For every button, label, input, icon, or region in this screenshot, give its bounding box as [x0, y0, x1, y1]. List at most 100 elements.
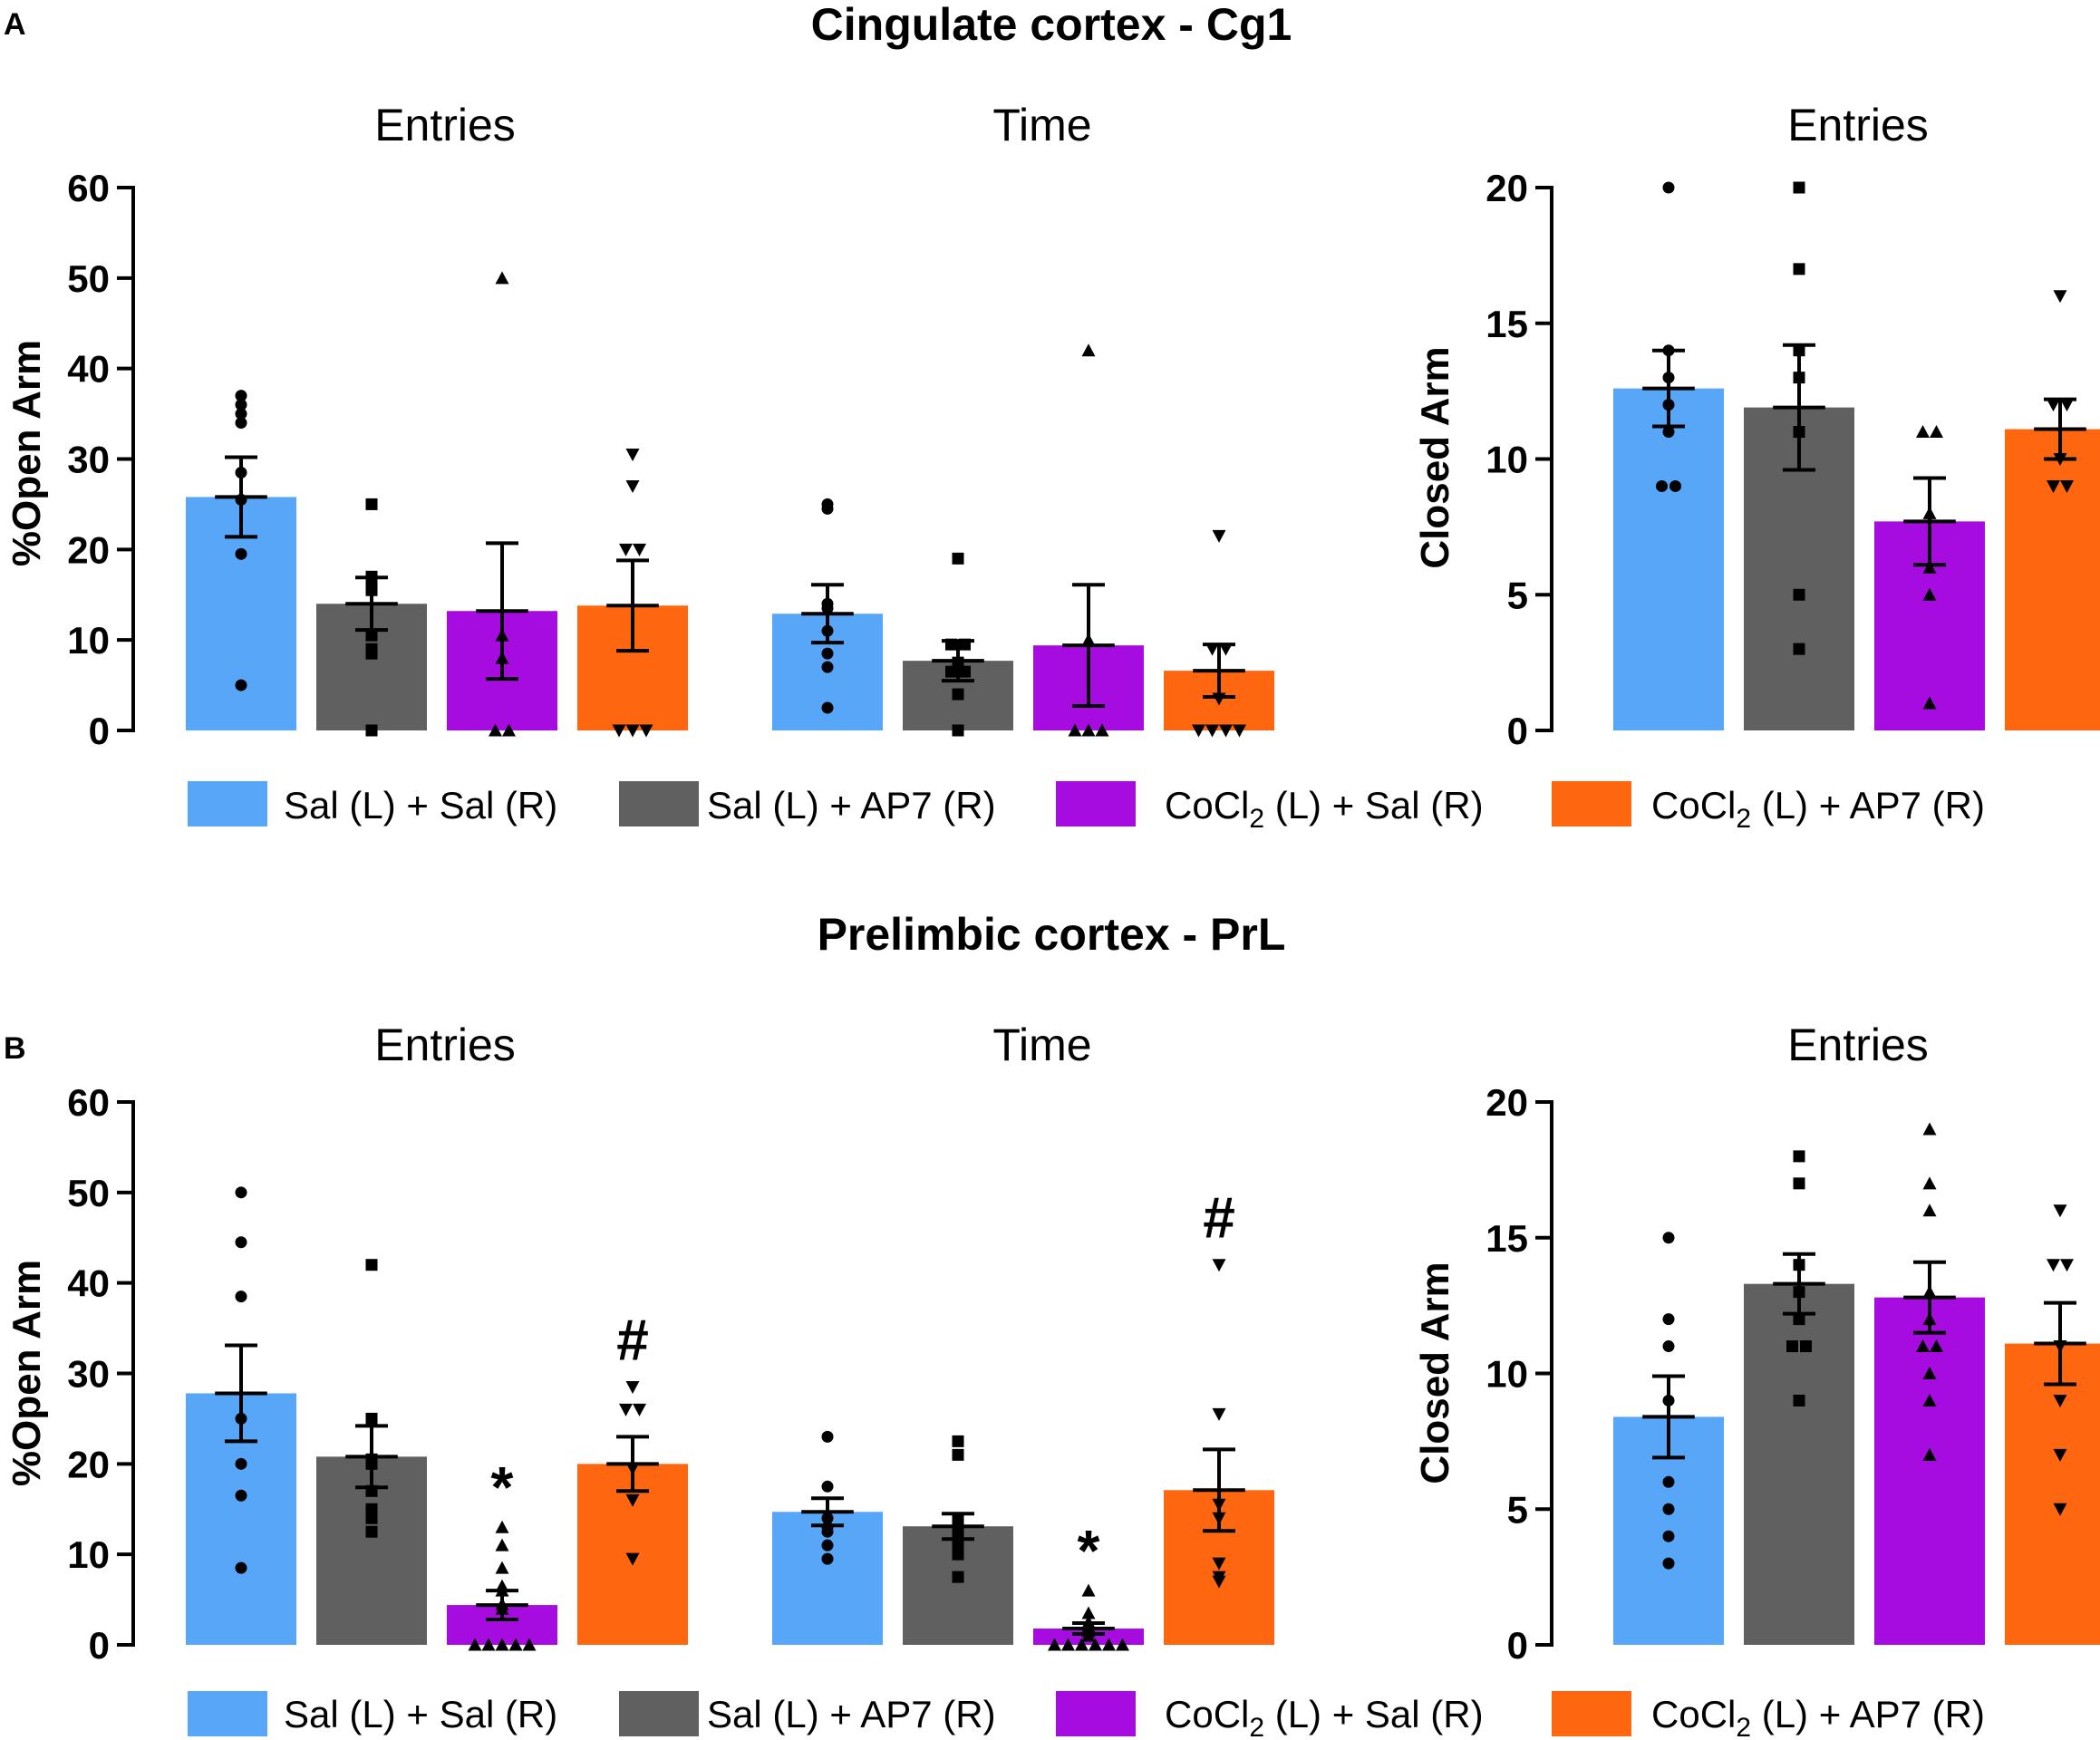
data-point-cocl-sal — [502, 723, 516, 737]
data-point-sal-sal — [821, 602, 834, 614]
data-point-cocl-sal — [1089, 1638, 1102, 1651]
data-point-sal-ap7 — [1793, 344, 1805, 357]
chart-a-closed-arm-entries: 0 5 10 15 20 — [1485, 167, 2100, 752]
chart-b1-title: Entries — [374, 1020, 516, 1070]
data-point-sal-sal — [235, 399, 247, 411]
data-point-sal-ap7 — [959, 665, 971, 678]
data-point-sal-ap7 — [1793, 1150, 1805, 1163]
legend-b-swatch-cocl-ap7 — [1552, 1691, 1631, 1736]
data-point-cocl-ap7 — [2053, 1340, 2067, 1354]
data-point-cocl-ap7 — [633, 543, 646, 556]
data-point-sal-ap7 — [952, 1571, 964, 1583]
data-point-cocl-sal — [495, 651, 509, 664]
data-point-cocl-ap7 — [1192, 724, 1205, 738]
panel-b-closed-ylabel: Closed Arm — [1413, 1262, 1457, 1484]
data-point-cocl-ap7 — [1219, 643, 1233, 656]
data-point-sal-sal — [1662, 1475, 1675, 1488]
data-point-sal-sal — [821, 624, 834, 637]
data-point-cocl-ap7 — [625, 724, 640, 738]
data-point-cocl-sal — [489, 723, 502, 737]
data-point-cocl-ap7 — [2053, 290, 2067, 304]
y-tick-label: 60 — [67, 1081, 110, 1124]
data-point-cocl-sal — [1081, 1583, 1096, 1597]
data-point-sal-ap7 — [945, 665, 957, 678]
bar-sal-ap7 — [1744, 1283, 1854, 1645]
data-point-cocl-sal — [495, 1538, 509, 1552]
data-point-cocl-ap7 — [2047, 479, 2060, 493]
y-tick-label: 10 — [67, 1533, 110, 1576]
data-point-cocl-ap7 — [619, 1403, 633, 1416]
data-point-cocl-sal — [1081, 343, 1096, 357]
data-point-sal-ap7 — [1793, 426, 1805, 439]
data-point-sal-ap7 — [365, 1412, 378, 1425]
legend-a-swatch-sal-sal — [188, 781, 267, 826]
data-point-cocl-sal — [1922, 587, 1937, 601]
bar-cocl-ap7 — [2005, 429, 2100, 730]
data-point-cocl-ap7 — [1212, 692, 1226, 706]
data-point-sal-ap7 — [365, 498, 378, 510]
data-point-sal-sal — [235, 417, 247, 430]
y-tick-label: 50 — [67, 257, 110, 300]
data-point-cocl-sal — [495, 1638, 509, 1651]
data-point-sal-sal — [1662, 181, 1675, 194]
data-point-sal-sal — [1669, 479, 1681, 492]
data-point-sal-sal — [1662, 1232, 1675, 1244]
data-point-cocl-ap7 — [2060, 479, 2074, 493]
data-point-sal-sal — [821, 1552, 834, 1565]
data-point-cocl-sal — [1081, 723, 1096, 737]
data-point-cocl-sal — [1916, 1339, 1930, 1353]
data-point-sal-ap7 — [959, 638, 971, 651]
data-point-sal-ap7 — [1793, 181, 1805, 194]
chart-a3-title: Entries — [1787, 100, 1929, 150]
y-tick-label: 30 — [67, 439, 110, 481]
significance-asterisk: * — [491, 1455, 514, 1520]
data-point-sal-sal — [821, 1539, 834, 1552]
data-point-sal-sal — [235, 547, 247, 560]
significance-hash: # — [1203, 1185, 1235, 1251]
y-tick-label: 20 — [67, 1443, 110, 1485]
data-point-sal-ap7 — [365, 1512, 378, 1524]
data-point-sal-ap7 — [365, 1525, 378, 1538]
data-point-sal-sal — [1662, 1503, 1675, 1515]
data-point-cocl-ap7 — [2060, 399, 2074, 412]
data-point-sal-ap7 — [952, 1448, 964, 1461]
data-point-cocl-sal — [495, 1601, 509, 1615]
data-point-sal-sal — [235, 466, 247, 478]
chart-b3-title: Entries — [1787, 1020, 1929, 1070]
data-point-cocl-sal — [1081, 633, 1096, 646]
chart-b-open-arm-time: *# — [772, 1185, 1274, 1651]
data-point-cocl-sal — [1922, 1204, 1937, 1217]
data-point-cocl-sal — [495, 271, 509, 285]
legend-b: Sal (L) + Sal (R) Sal (L) + AP7 (R) CoCl… — [188, 1691, 1985, 1740]
data-point-sal-ap7 — [365, 1503, 378, 1515]
data-point-cocl-sal — [1922, 506, 1937, 519]
data-point-sal-sal — [235, 1561, 247, 1574]
data-point-cocl-ap7 — [1212, 1407, 1226, 1421]
data-point-sal-sal — [1662, 1557, 1675, 1570]
data-point-sal-ap7 — [1793, 1177, 1805, 1190]
data-point-cocl-ap7 — [2047, 1259, 2060, 1272]
significance-hash: # — [616, 1307, 649, 1372]
data-point-cocl-ap7 — [625, 1552, 640, 1566]
y-tick-label: 0 — [89, 1624, 110, 1667]
legend-b-swatch-sal-ap7 — [619, 1691, 699, 1736]
legend-a-label-sal-sal: Sal (L) + Sal (R) — [284, 784, 557, 826]
data-point-cocl-ap7 — [639, 724, 653, 738]
data-point-cocl-sal — [1922, 1367, 1937, 1379]
y-tick-label: 0 — [1507, 710, 1528, 752]
data-point-cocl-sal — [1116, 1638, 1129, 1651]
legend-b-label-sal-ap7: Sal (L) + AP7 (R) — [707, 1693, 996, 1735]
legend-b-label-cocl-ap7: CoCl2 (L) + AP7 (R) — [1651, 1693, 1985, 1740]
data-point-sal-sal — [235, 1489, 247, 1502]
legend-a: Sal (L) + Sal (R) Sal (L) + AP7 (R) CoCl… — [188, 781, 1985, 834]
legend-a-swatch-cocl-sal — [1056, 781, 1136, 826]
panel-b-open-ylabel: %Open Arm — [5, 1260, 49, 1486]
data-point-cocl-sal — [495, 1561, 509, 1574]
data-point-cocl-ap7 — [625, 1494, 640, 1507]
y-tick-label: 30 — [67, 1353, 110, 1396]
data-point-sal-ap7 — [1793, 1313, 1805, 1326]
data-point-sal-ap7 — [1786, 1340, 1798, 1353]
panel-a-letter: A — [4, 7, 26, 42]
data-point-sal-sal — [235, 1457, 247, 1470]
data-point-sal-ap7 — [952, 1525, 964, 1538]
